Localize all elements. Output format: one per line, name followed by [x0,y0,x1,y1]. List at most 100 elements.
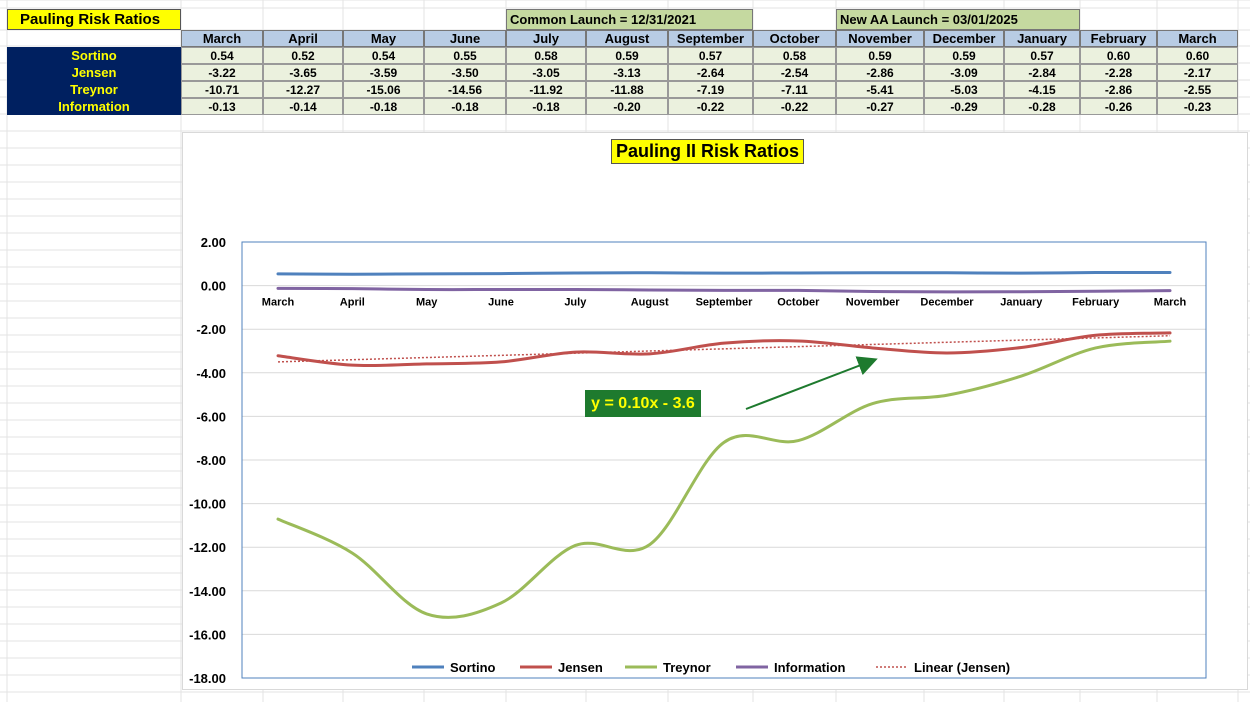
table-cell[interactable]: -10.71 [181,81,263,98]
month-header: March [1157,30,1238,47]
table-cell[interactable]: -2.55 [1157,81,1238,98]
table-cell[interactable]: -3.65 [263,64,343,81]
table-cell[interactable]: 0.59 [586,47,668,64]
row-label-information: Information [7,98,181,115]
table-cell[interactable]: -0.26 [1080,98,1157,115]
plot-area [241,241,1207,679]
table-cell[interactable]: 0.59 [924,47,1004,64]
y-tick-label: -12.00 [189,540,226,555]
table-cell[interactable]: 0.58 [753,47,836,64]
table-cell[interactable]: -2.28 [1080,64,1157,81]
series-line-information [276,286,1172,294]
table-cell[interactable]: 0.52 [263,47,343,64]
month-header: March [181,30,263,47]
table-cell[interactable]: -3.05 [506,64,586,81]
y-tick-label: 0.00 [201,279,226,294]
table-cell[interactable]: 0.54 [343,47,424,64]
y-tick-label: -8.00 [196,453,226,468]
table-cell[interactable]: -7.19 [668,81,753,98]
table-cell[interactable]: -2.17 [1157,64,1238,81]
common-launch-label: Common Launch = 12/31/2021 [506,9,753,30]
table-cell[interactable]: -0.28 [1004,98,1080,115]
table-cell[interactable]: 0.54 [181,47,263,64]
x-tick-label: March [262,297,295,309]
month-header: November [836,30,924,47]
table-cell[interactable]: -3.50 [424,64,506,81]
table-cell[interactable]: -5.41 [836,81,924,98]
x-tick-label: December [920,297,974,309]
month-header: January [1004,30,1080,47]
chart-title: Pauling II Risk Ratios [611,139,805,164]
chart-area[interactable] [182,132,1248,690]
x-tick-label: October [777,297,820,309]
table-cell[interactable]: 0.58 [506,47,586,64]
legend-label: Linear (Jensen) [914,660,1010,675]
month-header: February [1080,30,1157,47]
table-cell[interactable]: -4.15 [1004,81,1080,98]
table-cell[interactable]: -12.27 [263,81,343,98]
table-cell[interactable]: -0.23 [1157,98,1238,115]
series-line-treynor [276,339,1172,619]
table-cell[interactable]: 0.60 [1080,47,1157,64]
legend-label: Information [774,660,846,675]
table-cell[interactable]: 0.55 [424,47,506,64]
table-cell[interactable]: 0.60 [1157,47,1238,64]
table-cell[interactable]: -11.88 [586,81,668,98]
trendline-jensen [277,334,1171,363]
month-header: September [668,30,753,47]
table-cell[interactable]: -3.22 [181,64,263,81]
table-cell[interactable]: -0.22 [668,98,753,115]
table-cell[interactable]: 0.59 [836,47,924,64]
x-tick-label: July [564,297,587,309]
month-header: August [586,30,668,47]
sheet-title: Pauling Risk Ratios [7,9,181,30]
x-tick-label: August [631,297,669,309]
table-cell[interactable]: -0.27 [836,98,924,115]
table-cell[interactable]: -3.13 [586,64,668,81]
series-line-jensen [276,331,1172,368]
table-cell[interactable]: -0.22 [753,98,836,115]
y-tick-label: 2.00 [201,235,226,250]
table-cell[interactable]: -2.86 [836,64,924,81]
x-tick-label: March [1154,297,1187,309]
month-header: October [753,30,836,47]
y-tick-label: -14.00 [189,584,226,599]
y-tick-label: -4.00 [196,366,226,381]
table-cell[interactable]: -5.03 [924,81,1004,98]
legend-label: Sortino [450,660,496,675]
month-header: April [263,30,343,47]
table-cell[interactable]: -0.18 [343,98,424,115]
table-cell[interactable]: -14.56 [424,81,506,98]
table-cell[interactable]: -2.84 [1004,64,1080,81]
table-cell[interactable]: -7.11 [753,81,836,98]
table-cell[interactable]: -0.13 [181,98,263,115]
table-cell[interactable]: -0.20 [586,98,668,115]
x-tick-label: February [1072,297,1120,309]
table-cell[interactable]: -15.06 [343,81,424,98]
x-tick-label: September [696,297,754,309]
new-aa-launch-label: New AA Launch = 03/01/2025 [836,9,1080,30]
trendline-equation: y = 0.10x - 3.6 [585,390,701,417]
legend-label: Jensen [558,660,603,675]
table-cell[interactable]: -0.29 [924,98,1004,115]
table-cell[interactable]: -3.59 [343,64,424,81]
table-cell[interactable]: 0.57 [668,47,753,64]
y-tick-label: -10.00 [189,497,226,512]
legend-label: Treynor [663,660,711,675]
table-cell[interactable]: -2.54 [753,64,836,81]
table-cell[interactable]: -0.18 [424,98,506,115]
row-label-sortino: Sortino [7,47,181,64]
table-cell[interactable]: -2.86 [1080,81,1157,98]
table-cell[interactable]: 0.57 [1004,47,1080,64]
series-line-sortino [276,270,1172,276]
x-tick-label: January [1000,297,1043,309]
x-tick-label: November [846,297,901,309]
month-header: May [343,30,424,47]
table-cell[interactable]: -3.09 [924,64,1004,81]
table-cell[interactable]: -0.18 [506,98,586,115]
table-cell[interactable]: -11.92 [506,81,586,98]
table-cell[interactable]: -0.14 [263,98,343,115]
x-tick-label: May [416,297,438,309]
table-cell[interactable]: -2.64 [668,64,753,81]
